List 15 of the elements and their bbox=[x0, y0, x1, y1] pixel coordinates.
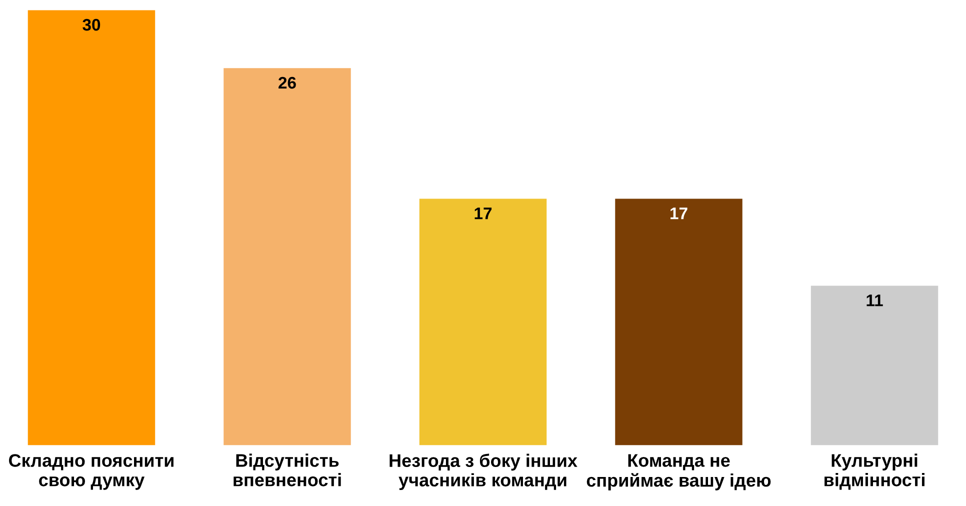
x-tick-label: Команда не сприймає вашу ідею bbox=[586, 454, 771, 490]
x-tick-label: Незгода з боку інших учасників команди bbox=[390, 454, 578, 490]
bar bbox=[810, 286, 938, 446]
bar bbox=[419, 198, 547, 446]
bar bbox=[615, 198, 742, 446]
data-label: 30 bbox=[82, 18, 100, 31]
data-label: 11 bbox=[866, 294, 883, 306]
data-label: 26 bbox=[278, 76, 296, 89]
data-label: 17 bbox=[474, 208, 492, 220]
data-label: 17 bbox=[670, 208, 688, 220]
bar bbox=[224, 68, 351, 446]
x-tick-label: Складно пояснити свою думку bbox=[9, 454, 174, 490]
bar bbox=[28, 10, 156, 446]
x-tick-label: Відсутність впевненості bbox=[234, 454, 341, 486]
x-tick-label: Культурні відмінності bbox=[824, 454, 924, 490]
